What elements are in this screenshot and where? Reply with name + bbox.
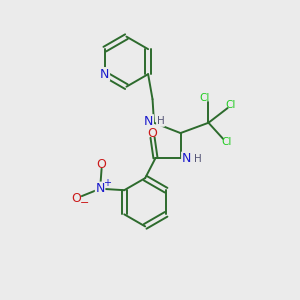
Text: Cl: Cl [221,137,231,147]
Text: −: − [80,198,89,208]
Text: H: H [194,154,202,164]
Text: H: H [157,116,164,126]
Text: N: N [182,152,191,165]
Text: O: O [72,192,82,205]
Text: Cl: Cl [199,93,209,103]
Text: +: + [103,178,111,188]
Text: N: N [95,182,105,195]
Text: N: N [100,68,110,81]
Text: N: N [144,115,153,128]
Text: O: O [97,158,106,171]
Text: Cl: Cl [225,100,236,110]
Text: O: O [148,127,158,140]
